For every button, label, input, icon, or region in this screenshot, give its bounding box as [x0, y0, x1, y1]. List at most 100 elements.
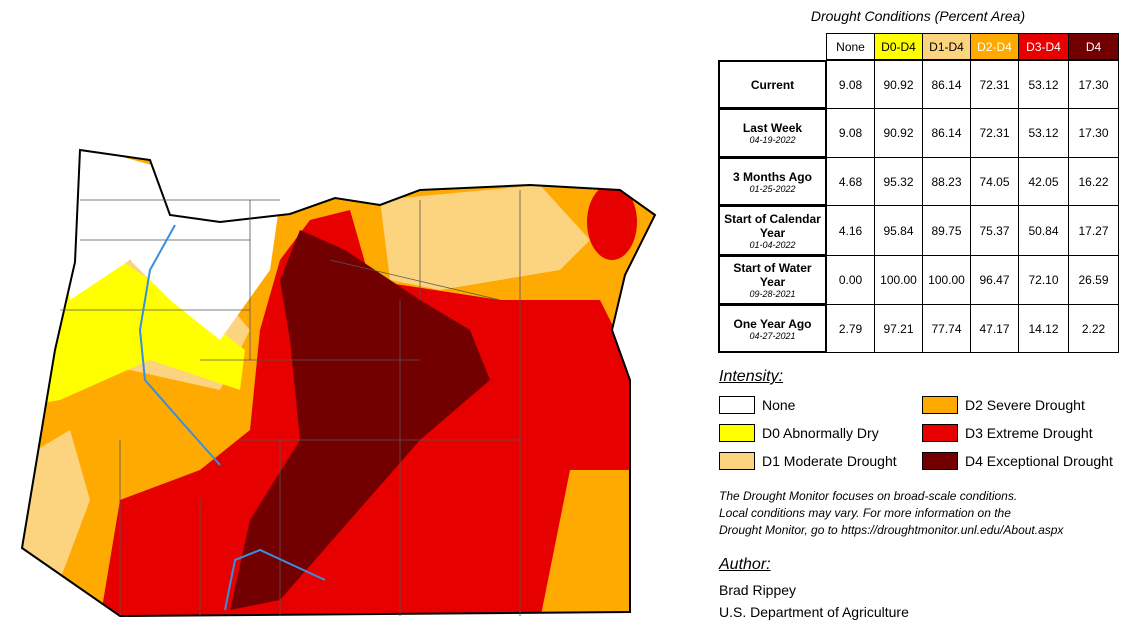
- map: [20, 148, 657, 618]
- note-line: The Drought Monitor focuses on broad-sca…: [719, 489, 1018, 503]
- cell-value: 95.84: [883, 223, 914, 238]
- row-label: One Year Ago: [733, 316, 812, 331]
- cell-value: 86.14: [931, 77, 962, 92]
- row-date: 01-04-2022: [749, 239, 796, 250]
- row-header: One Year Ago 04-27-2021: [718, 304, 827, 353]
- row-header: Last Week 04-19-2022: [718, 108, 827, 158]
- cell-value: 17.27: [1078, 223, 1109, 238]
- table-cell: 0.00: [826, 255, 875, 305]
- note-line: Drought Monitor, go to https://droughtmo…: [719, 523, 1064, 537]
- legend-swatch: [922, 452, 958, 470]
- row-date: 01-25-2022: [749, 183, 796, 194]
- table-cell: 14.12: [1018, 304, 1069, 353]
- cell-value: 74.05: [979, 174, 1010, 189]
- legend-swatch: [719, 396, 755, 414]
- column-label: D3-D4: [1026, 39, 1061, 54]
- legend-swatch: [922, 396, 958, 414]
- table-cell: 26.59: [1068, 255, 1119, 305]
- table-cell: 42.05: [1018, 157, 1069, 206]
- cell-value: 2.22: [1081, 321, 1106, 336]
- cell-value: 9.08: [838, 126, 863, 140]
- cell-value: 50.84: [1028, 223, 1059, 238]
- legend-swatch: [719, 424, 755, 442]
- cell-value: 90.92: [883, 126, 914, 140]
- table-cell: 86.14: [922, 60, 971, 109]
- table-cell: 9.08: [826, 108, 875, 158]
- table-cell: 47.17: [970, 304, 1019, 353]
- cell-value: 97.21: [883, 321, 914, 336]
- table-cell: 17.27: [1068, 205, 1119, 256]
- cell-value: 26.59: [1078, 273, 1109, 287]
- cell-value: 4.16: [838, 223, 863, 238]
- author-line: Brad Rippey: [719, 582, 797, 598]
- column-label: D2-D4: [977, 39, 1012, 54]
- cell-value: 86.14: [931, 126, 962, 140]
- legend-swatch: [922, 424, 958, 442]
- cell-value: 9.08: [838, 77, 863, 92]
- column-label: D4: [1085, 39, 1102, 54]
- table-cell: 95.32: [874, 157, 923, 206]
- row-date: 04-19-2022: [749, 135, 796, 145]
- cell-value: 53.12: [1028, 126, 1059, 140]
- cell-value: 88.23: [931, 174, 962, 189]
- table-cell: 2.22: [1068, 304, 1119, 353]
- cell-value: 100.00: [928, 273, 965, 287]
- column-label: None: [836, 39, 865, 54]
- table-title: Drought Conditions (Percent Area): [810, 8, 1026, 24]
- legend-swatch: [719, 452, 755, 470]
- column-header: D4: [1068, 33, 1119, 60]
- cell-value: 77.74: [931, 321, 962, 336]
- cell-value: 95.32: [883, 174, 914, 189]
- table-cell: 100.00: [874, 255, 923, 305]
- table-cell: 100.00: [922, 255, 971, 305]
- cell-value: 4.68: [838, 174, 863, 189]
- table-cell: 53.12: [1018, 60, 1069, 109]
- table-cell: 90.92: [874, 60, 923, 109]
- table-cell: 16.22: [1068, 157, 1119, 206]
- row-label: 3 Months Ago: [733, 169, 812, 184]
- column-label: D0-D4: [881, 39, 916, 54]
- table-cell: 96.47: [970, 255, 1019, 305]
- row-label: Last Week: [742, 121, 803, 135]
- cell-value: 100.00: [880, 273, 917, 287]
- legend-label: None: [762, 397, 796, 413]
- table-cell: 4.68: [826, 157, 875, 206]
- table-cell: 72.10: [1018, 255, 1069, 305]
- row-header: 3 Months Ago 01-25-2022: [718, 157, 827, 206]
- row-label: Start of Calendar Year: [724, 211, 821, 240]
- cell-value: 96.47: [979, 273, 1010, 287]
- author-title: Author:: [719, 556, 771, 573]
- table-cell: 75.37: [970, 205, 1019, 256]
- row-date: 04-27-2021: [749, 330, 796, 341]
- table-cell: 89.75: [922, 205, 971, 256]
- table-cell: 9.08: [826, 60, 875, 109]
- table-cell: 74.05: [970, 157, 1019, 206]
- table-cell: 72.31: [970, 108, 1019, 158]
- column-header: D2-D4: [970, 33, 1019, 60]
- legend-label: D4 Exceptional Drought: [965, 453, 1113, 469]
- cell-value: 2.79: [838, 321, 863, 336]
- row-date: 09-28-2021: [749, 289, 796, 299]
- table-cell: 86.14: [922, 108, 971, 158]
- cell-value: 17.30: [1078, 77, 1109, 92]
- legend-label: D3 Extreme Drought: [965, 425, 1093, 441]
- author-line: U.S. Department of Agriculture: [719, 604, 909, 620]
- cell-value: 72.10: [1028, 273, 1059, 287]
- table-cell: 53.12: [1018, 108, 1069, 158]
- table-cell: 90.92: [874, 108, 923, 158]
- column-header: D1-D4: [922, 33, 971, 60]
- table-cell: 50.84: [1018, 205, 1069, 256]
- cell-value: 90.92: [883, 77, 914, 92]
- table-cell: 77.74: [922, 304, 971, 353]
- cell-value: 42.05: [1028, 174, 1059, 189]
- column-label: D1-D4: [929, 39, 964, 54]
- cell-value: 16.22: [1078, 174, 1109, 189]
- cell-value: 53.12: [1028, 77, 1059, 92]
- cell-value: 72.31: [979, 126, 1010, 140]
- cell-value: 17.30: [1078, 126, 1109, 140]
- cell-value: 0.00: [838, 273, 863, 287]
- table-cell: 97.21: [874, 304, 923, 353]
- table-cell: 88.23: [922, 157, 971, 206]
- table-cell: 72.31: [970, 60, 1019, 109]
